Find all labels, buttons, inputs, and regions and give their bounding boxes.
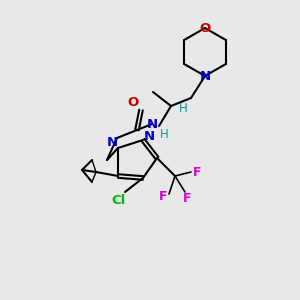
Text: N: N: [143, 130, 155, 142]
Text: N: N: [200, 70, 211, 83]
Text: F: F: [183, 191, 191, 205]
Text: N: N: [106, 136, 118, 149]
Text: F: F: [193, 166, 201, 178]
Text: H: H: [178, 101, 188, 115]
Text: O: O: [200, 22, 211, 34]
Text: N: N: [146, 118, 158, 130]
Text: H: H: [160, 128, 168, 140]
Text: O: O: [128, 95, 139, 109]
Text: F: F: [159, 190, 167, 202]
Text: Cl: Cl: [112, 194, 126, 206]
